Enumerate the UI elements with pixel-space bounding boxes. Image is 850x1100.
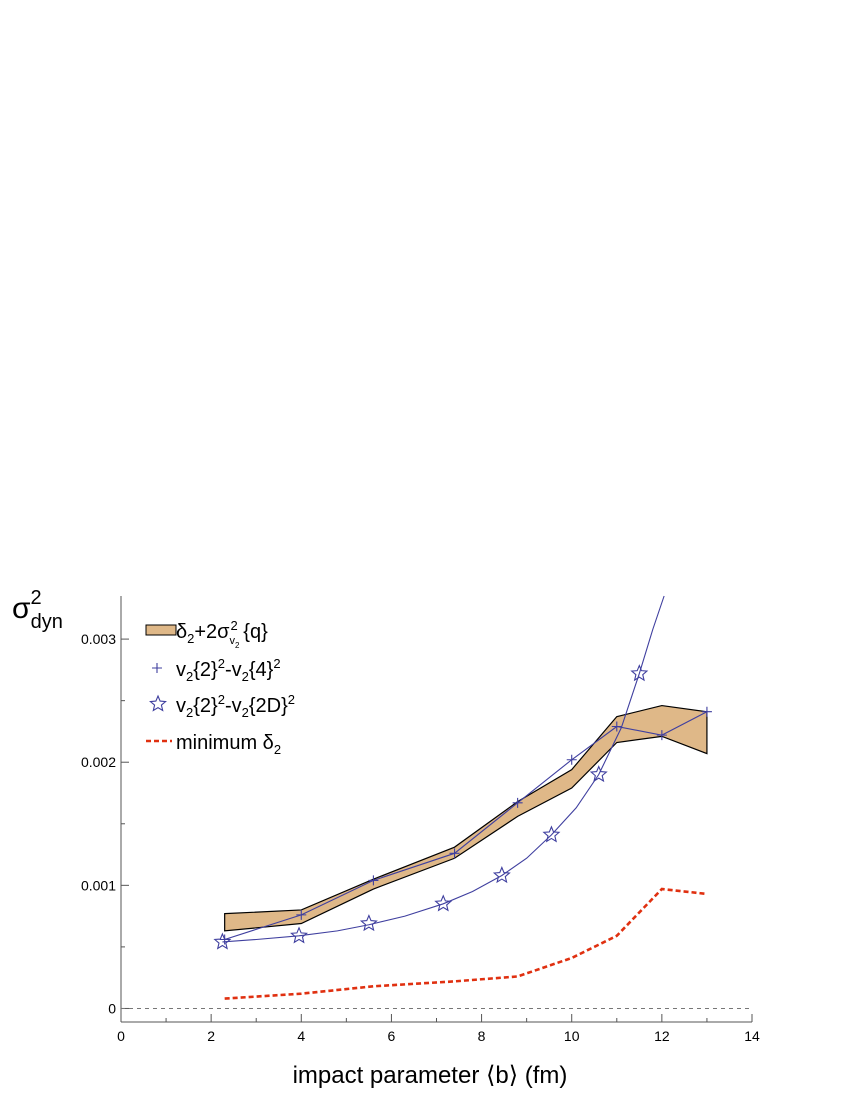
legend-sub: 2 (186, 669, 193, 684)
x-tick-label: 14 (744, 1028, 760, 1044)
legend-sub: v (230, 635, 236, 647)
legend-text: +2σ (194, 621, 230, 643)
legend-sup: 2 (230, 618, 237, 633)
y-tick-label: 0.003 (81, 631, 116, 647)
legend-text: minimum δ (176, 732, 274, 754)
y-tick-label: 0 (108, 1000, 116, 1016)
axes: 0 2 4 6 8 10 12 14 0 0.001 0.002 0.003 (81, 596, 760, 1044)
v2-2D-point (492, 866, 511, 884)
legend-label-0: δ2+2σv22 {q} (176, 618, 268, 650)
x-label-bracket: ⟨ (486, 1062, 495, 1089)
y-axis-label: σ2 dyn (12, 587, 63, 633)
legend-sup: 2 (218, 656, 225, 671)
v2-4-point (701, 706, 712, 717)
v2-2D-point (542, 825, 561, 843)
y-tick-label: 0.002 (81, 754, 116, 770)
v2-4-point (566, 754, 577, 765)
x-label-bracket: ⟩ (509, 1062, 518, 1089)
v2-2D-point (213, 932, 232, 950)
legend-sub: 2 (187, 631, 194, 646)
legend-sub: 2 (242, 705, 249, 720)
x-tick-label: 2 (207, 1028, 215, 1044)
v2-2D-point (359, 914, 378, 932)
x-tick-label: 10 (564, 1028, 580, 1044)
v2-4-point (656, 730, 667, 741)
band-q-series (224, 704, 708, 932)
legend-text: {4} (249, 659, 274, 681)
legend-text: v (176, 695, 186, 717)
v2-4-point (219, 934, 230, 945)
legend-label-1: v2{2}2-v2{4}2 (176, 656, 281, 684)
v2-2D-point (589, 765, 608, 783)
y-label-base: σ (12, 592, 31, 625)
legend-text: -v (225, 659, 242, 681)
v2-4-point (611, 721, 622, 732)
x-tick-label: 0 (117, 1028, 125, 1044)
y-label-sub: dyn (31, 611, 63, 633)
plot-area (213, 595, 712, 1000)
x-label-var: b (495, 1062, 508, 1089)
v2-4-point (368, 875, 379, 886)
v2-2D-point (630, 664, 649, 682)
v2-4-series-line (224, 711, 708, 941)
min-delta2-series (224, 887, 708, 1000)
x-label-main: impact parameter (293, 1062, 486, 1089)
legend-sup: 2 (218, 692, 225, 707)
legend-swatch-plus (152, 663, 162, 673)
legend-sub: 2 (242, 669, 249, 684)
x-label-unit: (fm) (518, 1062, 567, 1089)
legend-sub: 2 (186, 705, 193, 720)
legend-text: -v (225, 695, 242, 717)
legend-swatch-band (145, 624, 177, 636)
y-label-sup: 2 (31, 587, 42, 609)
legend-label-2: v2{2}2-v2{2D}2 (176, 692, 295, 720)
x-axis-label: impact parameter ⟨b⟩ (fm) (293, 1062, 568, 1089)
legend-text: v (176, 659, 186, 681)
legend-text: {q} (238, 621, 268, 643)
legend-label-3: minimum δ2 (176, 732, 281, 757)
legend-text: δ (176, 621, 187, 643)
v2-2D-series-line (222, 595, 665, 943)
v2-2D-point (290, 926, 308, 944)
legend-swatch-star (149, 694, 167, 712)
v2-4-point (449, 848, 460, 859)
legend: δ2+2σv22 {q}v2{2}2-v2{4}2v2{2}2-v2{2D}2m… (145, 618, 295, 757)
legend-sub: 2 (274, 742, 281, 757)
legend-sup: 2 (288, 692, 295, 707)
v2-4-point (512, 797, 523, 808)
v2-4-point (296, 909, 307, 920)
legend-text: {2} (193, 695, 218, 717)
legend-subsub: 2 (235, 641, 240, 650)
x-tick-label: 12 (654, 1028, 670, 1044)
legend-sup: 2 (273, 656, 280, 671)
x-tick-label: 6 (388, 1028, 396, 1044)
x-tick-label: 8 (478, 1028, 486, 1044)
legend-text: {2} (193, 659, 218, 681)
v2-2D-point (434, 894, 453, 912)
legend-text: {2D} (249, 695, 288, 717)
y-tick-label: 0.001 (81, 877, 116, 893)
x-tick-label: 4 (297, 1028, 305, 1044)
